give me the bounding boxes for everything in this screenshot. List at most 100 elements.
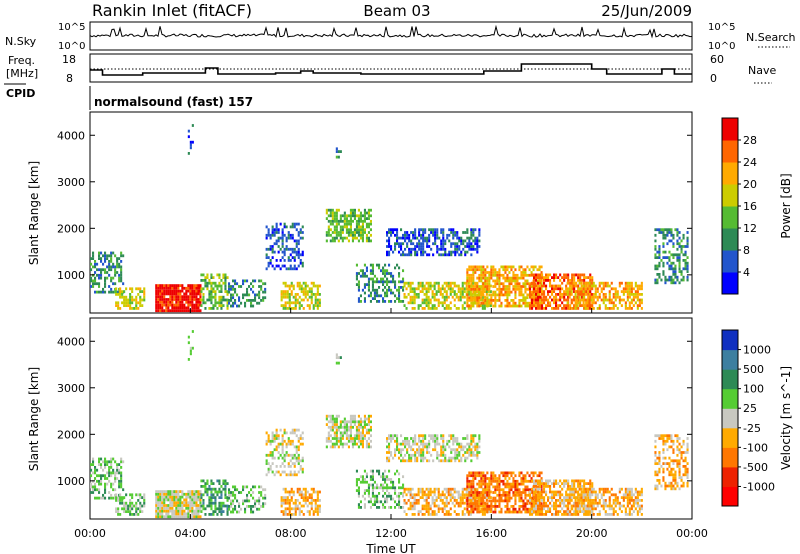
velocity-cell xyxy=(302,496,305,499)
power-cell xyxy=(306,304,309,307)
power-cell xyxy=(461,307,464,310)
power-cell xyxy=(331,208,334,212)
power-cell xyxy=(632,298,635,302)
velocity-cell xyxy=(295,456,298,460)
velocity-cell xyxy=(179,495,182,499)
power-cell xyxy=(118,276,121,280)
power-cell xyxy=(579,279,582,282)
velocity-cell xyxy=(301,442,304,446)
power-cell xyxy=(131,307,134,310)
power-cell xyxy=(510,282,513,286)
velocity-cell xyxy=(429,504,432,508)
velocity-cell xyxy=(120,482,123,486)
power-cell xyxy=(608,295,611,299)
velocity-cell xyxy=(357,414,360,418)
velocity-cell xyxy=(298,501,301,505)
velocity-cell xyxy=(329,425,332,429)
power-cell xyxy=(632,287,635,291)
power-cell xyxy=(563,307,566,310)
power-cell xyxy=(508,285,511,288)
velocity-cell xyxy=(464,451,467,454)
power-cell xyxy=(555,284,558,288)
power-cell xyxy=(296,298,299,302)
velocity-cell xyxy=(331,420,334,424)
power-cell xyxy=(349,217,352,220)
velocity-cell xyxy=(131,504,134,508)
power-cell xyxy=(472,290,475,294)
power-cell xyxy=(686,278,689,282)
velocity-cell xyxy=(409,501,412,505)
velocity-cell xyxy=(254,502,257,506)
velocity-cell xyxy=(410,456,413,460)
power-cell xyxy=(90,276,93,280)
power-cell xyxy=(569,290,572,293)
power-cell xyxy=(543,290,546,293)
velocity-cell xyxy=(210,493,213,497)
velocity-cell xyxy=(179,509,182,513)
velocity-cell xyxy=(388,486,391,490)
power-cell xyxy=(490,271,493,274)
power-cell xyxy=(269,233,272,237)
power-cell xyxy=(98,257,101,260)
power-cell xyxy=(520,293,523,297)
velocity-cell xyxy=(256,499,259,503)
power-cell xyxy=(504,304,507,308)
power-cell xyxy=(285,245,288,248)
velocity-cell xyxy=(439,496,442,499)
power-cell xyxy=(654,239,657,243)
velocity-cell xyxy=(466,434,469,438)
velocity-cell xyxy=(506,491,509,494)
velocity-cell xyxy=(522,477,525,480)
velocity-cell xyxy=(531,504,534,508)
velocity-cell xyxy=(114,479,117,483)
power-cell xyxy=(431,293,434,296)
velocity-cell xyxy=(498,491,501,494)
power-cell xyxy=(508,279,511,283)
power-cell xyxy=(286,293,289,296)
power-cell xyxy=(684,267,687,271)
power-cell xyxy=(271,250,274,254)
power-cell xyxy=(218,290,221,293)
velocity-cell xyxy=(422,456,425,460)
velocity-cell xyxy=(429,493,432,497)
velocity-cell xyxy=(418,445,421,449)
velocity-cell xyxy=(363,478,366,481)
velocity-cell xyxy=(414,453,417,457)
velocity-cell xyxy=(289,459,292,463)
power-cell xyxy=(382,280,385,284)
velocity-cell xyxy=(437,487,440,491)
power-cell xyxy=(279,267,282,271)
power-cell xyxy=(359,236,362,240)
velocity-cell xyxy=(403,499,406,502)
velocity-cell xyxy=(441,499,444,502)
power-cell xyxy=(120,276,123,280)
velocity-cell xyxy=(504,485,507,489)
velocity-cell xyxy=(214,499,217,502)
power-cell xyxy=(494,273,497,277)
power-cell xyxy=(123,290,126,293)
velocity-cell xyxy=(117,499,120,502)
velocity-cell xyxy=(92,463,95,466)
power-cell xyxy=(287,236,290,240)
velocity-cell xyxy=(351,442,354,446)
velocity-cell xyxy=(369,439,372,443)
velocity-cell xyxy=(420,451,423,454)
power-cell xyxy=(177,309,180,313)
power-cell xyxy=(189,300,192,304)
velocity-cell xyxy=(297,448,300,452)
power-cell xyxy=(179,303,182,307)
power-cell xyxy=(468,276,471,280)
power-cell xyxy=(394,286,397,289)
power-cell xyxy=(582,295,585,299)
power-cell xyxy=(291,225,294,229)
velocity-cell xyxy=(363,506,366,509)
velocity-cell xyxy=(173,501,176,505)
velocity-cell xyxy=(488,488,491,492)
velocity-cell xyxy=(357,439,360,443)
power-cell xyxy=(624,304,627,307)
velocity-cell xyxy=(343,420,346,424)
power-cell xyxy=(426,245,429,248)
power-cell xyxy=(488,287,491,291)
velocity-cell xyxy=(443,507,446,511)
velocity-cell xyxy=(512,507,515,511)
